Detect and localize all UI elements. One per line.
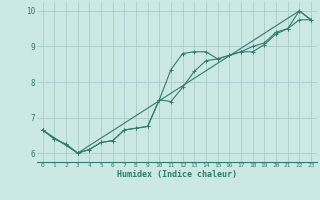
X-axis label: Humidex (Indice chaleur): Humidex (Indice chaleur): [117, 170, 237, 179]
